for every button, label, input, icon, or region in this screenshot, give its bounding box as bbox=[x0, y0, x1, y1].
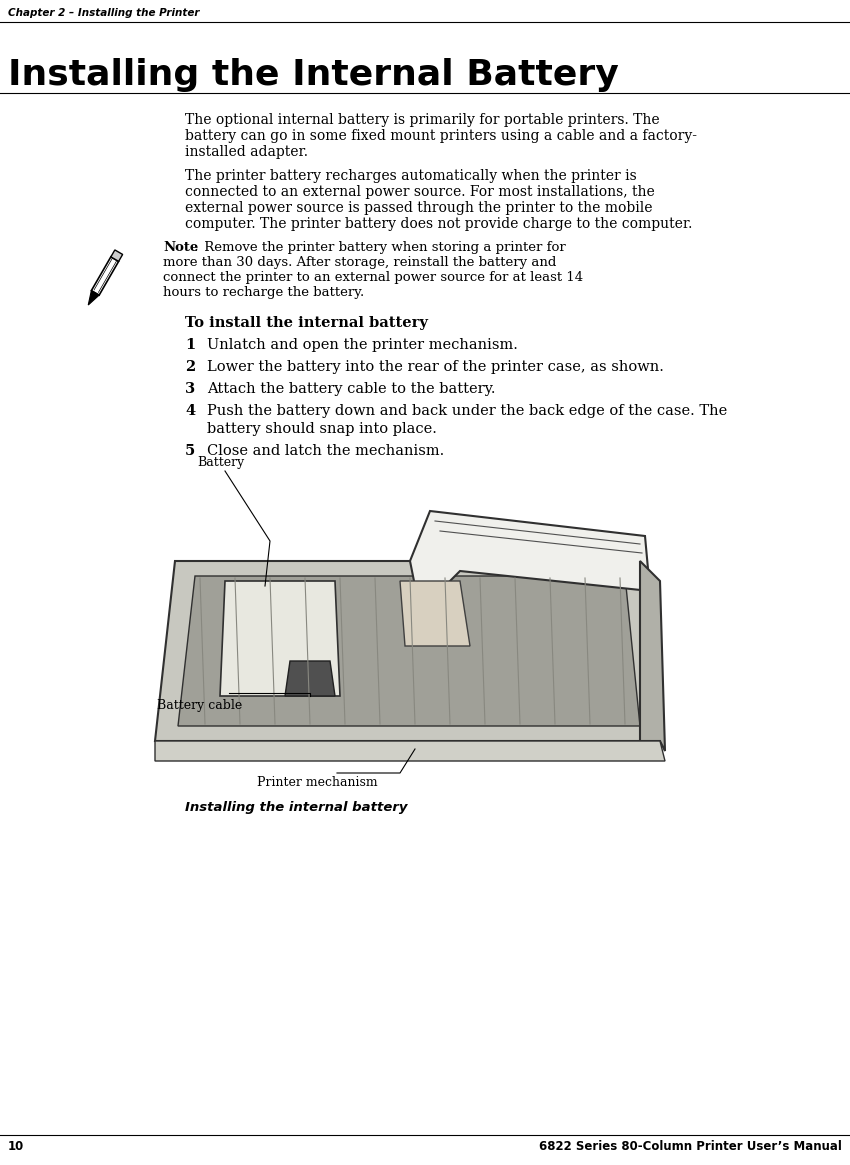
Text: Lower the battery into the rear of the printer case, as shown.: Lower the battery into the rear of the p… bbox=[207, 360, 664, 374]
Text: 3: 3 bbox=[185, 382, 196, 396]
Text: 2: 2 bbox=[185, 360, 196, 374]
Text: connected to an external power source. For most installations, the: connected to an external power source. F… bbox=[185, 185, 654, 199]
Text: Close and latch the mechanism.: Close and latch the mechanism. bbox=[207, 444, 445, 458]
Text: 4: 4 bbox=[185, 404, 196, 418]
Text: Chapter 2 – Installing the Printer: Chapter 2 – Installing the Printer bbox=[8, 8, 200, 17]
Text: Remove the printer battery when storing a printer for: Remove the printer battery when storing … bbox=[200, 241, 566, 254]
Text: :: : bbox=[194, 241, 199, 254]
Text: Unlatch and open the printer mechanism.: Unlatch and open the printer mechanism. bbox=[207, 338, 518, 352]
Polygon shape bbox=[88, 290, 99, 305]
Text: Printer mechanism: Printer mechanism bbox=[257, 776, 377, 789]
Text: more than 30 days. After storage, reinstall the battery and: more than 30 days. After storage, reinst… bbox=[163, 256, 557, 269]
Polygon shape bbox=[110, 250, 122, 261]
Polygon shape bbox=[400, 581, 470, 647]
Text: The printer battery recharges automatically when the printer is: The printer battery recharges automatica… bbox=[185, 169, 637, 183]
Text: 5: 5 bbox=[185, 444, 196, 458]
Polygon shape bbox=[640, 562, 665, 751]
Polygon shape bbox=[178, 576, 640, 726]
Text: external power source is passed through the printer to the mobile: external power source is passed through … bbox=[185, 202, 653, 216]
Text: Battery: Battery bbox=[197, 456, 244, 469]
Text: The optional internal battery is primarily for portable printers. The: The optional internal battery is primari… bbox=[185, 113, 660, 127]
Text: 1: 1 bbox=[185, 338, 196, 352]
Text: To install the internal battery: To install the internal battery bbox=[185, 316, 428, 330]
Polygon shape bbox=[155, 562, 660, 741]
Polygon shape bbox=[155, 741, 665, 761]
Text: Note: Note bbox=[163, 241, 198, 254]
Polygon shape bbox=[410, 511, 650, 610]
Text: 6822 Series 80-Column Printer User’s Manual: 6822 Series 80-Column Printer User’s Man… bbox=[539, 1141, 842, 1153]
Text: 10: 10 bbox=[8, 1141, 25, 1153]
Text: battery should snap into place.: battery should snap into place. bbox=[207, 422, 437, 436]
Polygon shape bbox=[285, 661, 335, 696]
Text: Installing the Internal Battery: Installing the Internal Battery bbox=[8, 58, 619, 92]
Text: installed adapter.: installed adapter. bbox=[185, 144, 308, 158]
Text: computer. The printer battery does not provide charge to the computer.: computer. The printer battery does not p… bbox=[185, 217, 693, 231]
Text: Installing the internal battery: Installing the internal battery bbox=[185, 802, 407, 814]
Text: Battery cable: Battery cable bbox=[157, 699, 242, 712]
Text: hours to recharge the battery.: hours to recharge the battery. bbox=[163, 285, 365, 299]
Polygon shape bbox=[220, 581, 340, 696]
Text: connect the printer to an external power source for at least 14: connect the printer to an external power… bbox=[163, 271, 583, 284]
Text: Push the battery down and back under the back edge of the case. The: Push the battery down and back under the… bbox=[207, 404, 728, 418]
Text: battery can go in some fixed mount printers using a cable and a factory-: battery can go in some fixed mount print… bbox=[185, 129, 697, 143]
Text: Attach the battery cable to the battery.: Attach the battery cable to the battery. bbox=[207, 382, 496, 396]
